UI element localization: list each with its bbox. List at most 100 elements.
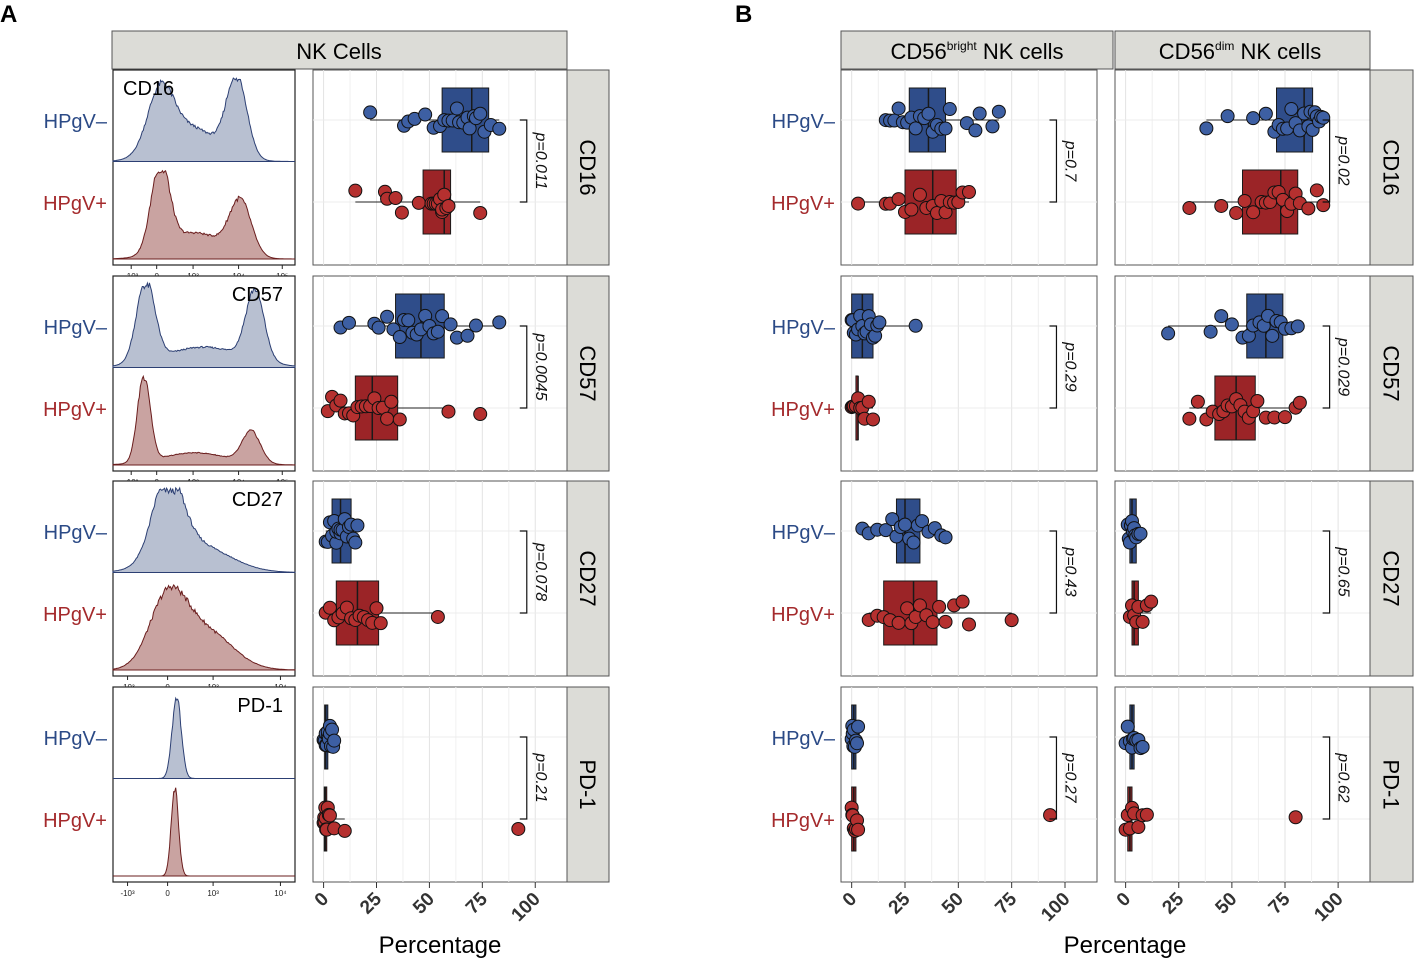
group-label-positive: HPgV+ xyxy=(771,193,835,215)
neg-point xyxy=(327,733,342,748)
neg-point xyxy=(908,121,923,136)
pos-point xyxy=(473,205,488,220)
p-value-label: p=0.62 xyxy=(1335,752,1352,802)
histogram-positive-trace xyxy=(112,374,296,466)
nk-cells-strip: NK Cells xyxy=(111,30,568,70)
neg-point xyxy=(371,320,386,335)
p-value-label: p=0.02 xyxy=(1335,135,1352,185)
neg-point xyxy=(1265,328,1280,343)
neg-point xyxy=(921,106,936,121)
cd56-dim-title-sup: dim xyxy=(1215,39,1234,53)
group-label-negative: HPgV– xyxy=(772,317,836,339)
histogram-panels: CD16-10³010³10⁴10⁵CD57-10³010³10⁴10⁵CD27… xyxy=(112,69,296,898)
neg-point xyxy=(1246,111,1261,126)
panel-1-row-cd57: HPgV– HPgV+ p=0.29 xyxy=(771,275,1098,472)
row-strip xyxy=(566,480,610,677)
pos-point xyxy=(1182,411,1197,426)
histogram-tick-label: 0 xyxy=(165,889,170,898)
histogram-marker-label: CD57 xyxy=(232,284,283,306)
panel-2-row-cd27: p=0.65 CD27 xyxy=(1114,480,1414,677)
pos-point xyxy=(369,601,384,616)
neg-point xyxy=(380,309,395,324)
pos-point xyxy=(1250,393,1265,408)
pos-point xyxy=(866,412,880,427)
significance-bracket xyxy=(519,530,528,614)
p-value-label: p=0.7 xyxy=(1061,140,1078,183)
cd56-dim-title-rest: NK cells xyxy=(1234,39,1321,64)
pos-point xyxy=(962,617,976,632)
group-label-positive: HPgV+ xyxy=(43,810,107,832)
plot-frame xyxy=(840,69,1098,266)
neg-point xyxy=(885,512,900,527)
significance-bracket xyxy=(519,736,528,820)
neg-point xyxy=(908,318,923,333)
histogram-cd16: CD16-10³010³10⁴10⁵ xyxy=(112,69,296,281)
significance-bracket xyxy=(519,325,528,409)
neg-point xyxy=(942,102,957,117)
pos-point xyxy=(1246,205,1261,220)
panel-0-row-cd16: HPgV– HPgV+ p=0.011 CD16 xyxy=(43,69,610,266)
row-strip xyxy=(1369,480,1414,677)
pos-point xyxy=(1190,394,1205,409)
pos-point xyxy=(430,609,445,624)
significance-bracket xyxy=(1322,119,1331,203)
pos-point xyxy=(1139,807,1154,822)
plot-frame xyxy=(1114,69,1371,266)
group-label-positive: HPgV+ xyxy=(43,193,107,215)
pos-point xyxy=(441,198,456,213)
panel-0-row-cd57: HPgV– HPgV+ p=0.0045 CD57 xyxy=(43,275,610,472)
neg-point xyxy=(1214,309,1229,324)
row-strip xyxy=(566,686,610,883)
x-axis-label-a: Percentage xyxy=(379,932,502,959)
pos-point xyxy=(411,195,426,210)
plot-frame xyxy=(1114,686,1371,883)
neg-point xyxy=(938,530,953,545)
neg-point xyxy=(906,535,921,550)
neg-point xyxy=(968,123,983,138)
pos-point xyxy=(348,183,363,198)
neg-point xyxy=(392,330,407,345)
neg-point xyxy=(1258,106,1273,121)
histogram-tick-label: -10³ xyxy=(120,889,135,898)
row-strip-label: PD-1 xyxy=(575,759,600,809)
histogram-negative-trace xyxy=(112,77,295,162)
neg-point xyxy=(462,121,477,136)
row-strip xyxy=(1369,275,1414,472)
neg-point xyxy=(449,101,464,116)
pos-point xyxy=(1043,808,1058,823)
group-label-positive: HPgV+ xyxy=(43,399,107,421)
pos-point xyxy=(1237,193,1252,208)
pos-point xyxy=(1301,201,1316,216)
neg-point xyxy=(972,106,987,121)
neg-point xyxy=(1133,526,1148,541)
cd56-bright-title-main: CD56 xyxy=(890,39,946,64)
panel-1-row-cd16: HPgV– HPgV+ p=0.7 xyxy=(771,69,1098,266)
p-value-label: p=0.011 xyxy=(532,131,549,189)
row-strip-label: CD57 xyxy=(1379,345,1404,401)
cd56-bright-strip: CD56bright NK cells xyxy=(840,30,1114,70)
pos-point xyxy=(925,615,940,630)
pos-point xyxy=(373,616,388,631)
histogram-marker-label: PD-1 xyxy=(237,695,283,717)
pos-point xyxy=(1292,395,1307,410)
pos-point xyxy=(322,808,337,823)
neg-point xyxy=(348,535,363,550)
panel-2-row-pd-1: p=0.62 PD-1 xyxy=(1114,686,1414,883)
neg-point xyxy=(1290,319,1305,334)
p-value-label: p=0.21 xyxy=(532,752,549,802)
neg-point xyxy=(991,104,1006,119)
pos-point xyxy=(511,821,526,836)
histogram-tick-label: 10³ xyxy=(207,889,219,898)
pos-point xyxy=(394,205,409,220)
pos-point xyxy=(337,823,352,838)
p-value-label: p=0.078 xyxy=(532,542,549,601)
pos-point xyxy=(1316,198,1331,213)
neg-point xyxy=(430,324,445,339)
pos-point xyxy=(322,600,337,615)
pos-point xyxy=(861,394,876,409)
neg-point xyxy=(363,105,378,120)
panel-2: p=0.02 CD16 p=0.029 CD57 p=0.65 CD27 p=0.62 PD-… xyxy=(1113,69,1414,926)
pos-point xyxy=(473,407,488,422)
pos-point xyxy=(1135,614,1150,629)
